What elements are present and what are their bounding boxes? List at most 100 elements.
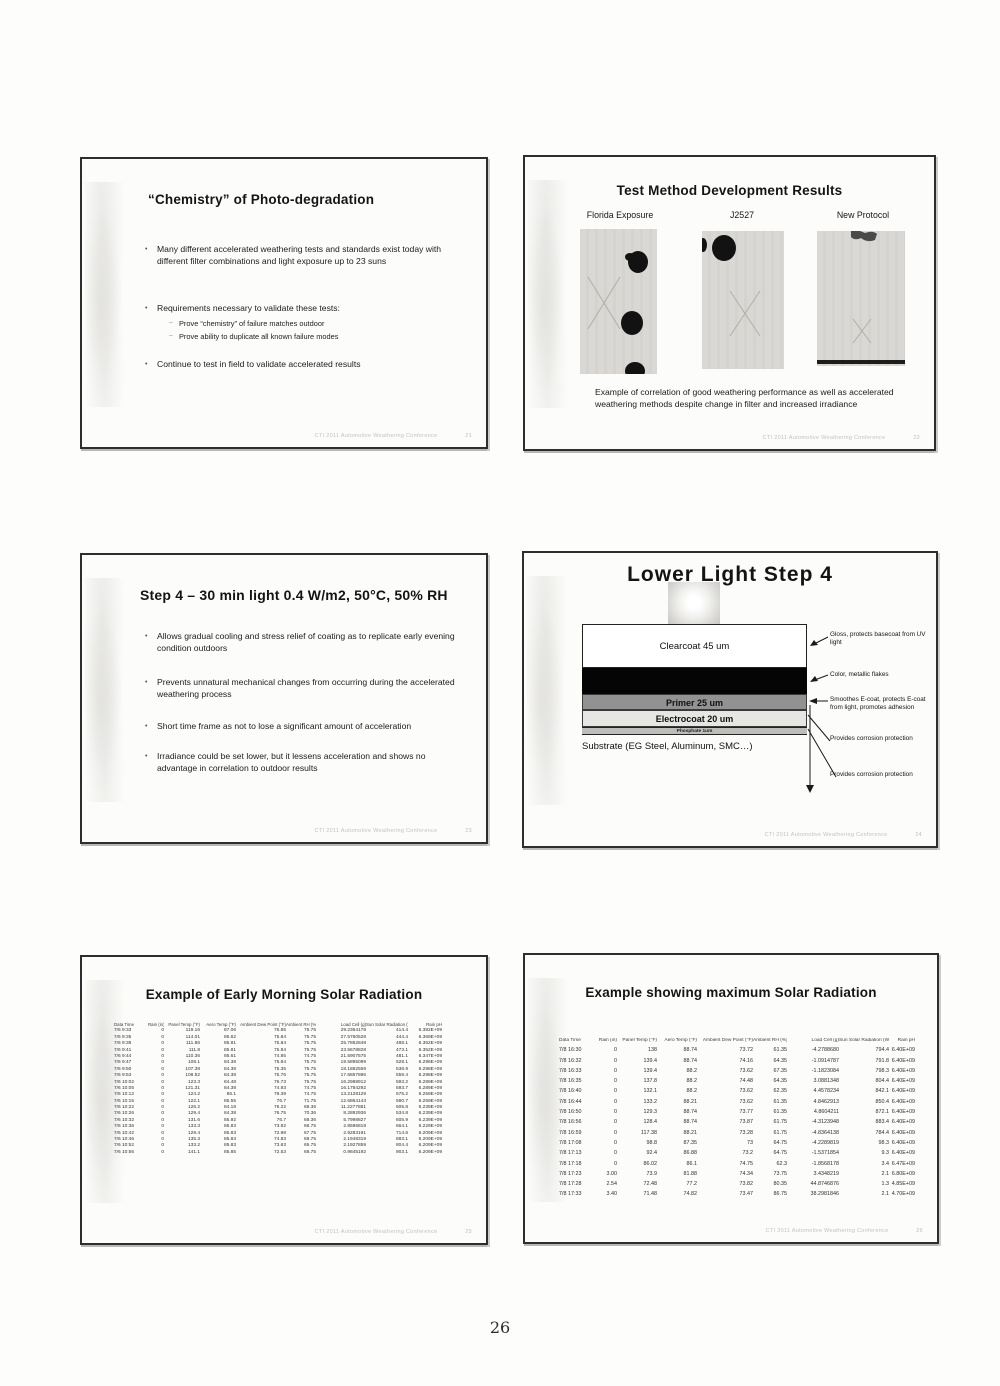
table-row: 7/8 16:32 0 139.4 88.74 74.16 64.35 -1.0914787… [559,1053,917,1064]
table-cell: 88.74 [683,1057,698,1064]
table-cell: 593.2 [395,1079,408,1085]
table-cell: 16.1784292 [340,1085,366,1091]
table-row: 7/8 17:28 2.54 72.48 77.2 73.82 80.35 44.87468… [559,1177,917,1187]
table-cell: 11.2277881 [341,1105,366,1111]
slide-maximum-solar: Example showing maximum Solar Radiation … [523,953,939,1244]
table-cell: 84.38 [223,1060,236,1066]
substrate-label: Substrate (EG Steel, Aluminum, SMC…) [582,741,753,752]
table-cell: 74.16 [739,1057,754,1064]
table-cell: 593.7 [395,1085,408,1091]
table-cell: -1.0914787 [811,1057,839,1064]
table-cell: 0 [614,1139,617,1146]
table-row: 7/6 9:53 0 108.52 84.38 75.76 75.75 17.6857896… [114,1072,460,1078]
table-cell: 86.75 [773,1191,788,1198]
bullet-item: Allows gradual cooling and stress relief… [142,631,456,654]
table-cell: 0 [161,1143,164,1149]
table-cell: 7/8 16:40 [559,1088,582,1095]
slide-footer: CTI 2011 Automotive Weathering Conferenc… [766,1228,923,1234]
table-cell: 7/6 10:05 [114,1085,135,1091]
annotation-gloss: Gloss, protects basecoat from UV light [830,631,926,646]
table-cell: 74.75 [739,1160,754,1167]
table-cell: 0 [614,1047,617,1054]
table-header-cell: Ambient RH (%) [286,1022,316,1027]
table-cell: 804.4 [395,1143,408,1149]
table-cell: 903.1 [395,1149,408,1155]
table-cell: 85.62 [223,1034,236,1040]
table-cell: 6.40E+09 [891,1057,915,1064]
sub-bullet-item: Prove ability to duplicate all known fai… [168,331,458,341]
table-cell: 7/8 16:33 [559,1067,582,1074]
table-row: 7/8 16:33 0 139.4 88.2 73.62 67.35 -1.1823084 7… [559,1064,917,1074]
table-cell: 85.55 [223,1098,236,1104]
table-cell: 0 [161,1111,164,1117]
table-cell: 86.02 [643,1160,658,1167]
table-cell: 107.38 [185,1066,200,1072]
table-cell: 131.6 [187,1117,200,1123]
table-cell: 559.4 [395,1073,408,1079]
table-cell: 75.75 [303,1047,316,1053]
table-cell: 6.239E+09 [418,1105,442,1111]
table-cell: 75.75 [303,1034,316,1040]
table-cell: 132.1 [643,1088,658,1095]
table-cell: 72.98 [273,1130,286,1136]
table-cell: 66.75 [303,1124,316,1130]
table-cell: 2.1 [881,1170,890,1177]
table-cell: 75.75 [303,1041,316,1047]
table-header-cell: Panel Temp (°F) [622,1038,657,1043]
bullet-item: Short time frame as not to lose a signif… [142,721,462,733]
table-cell: 2.8596818 [343,1124,366,1130]
table-cell: 7/8 17:28 [559,1181,582,1188]
table-cell: 74.48 [739,1078,754,1085]
table-cell: 0 [161,1073,164,1079]
slide-footer-number: 21 [465,433,472,439]
table-cell: 5.7998827 [343,1117,366,1123]
table-row: 7/6 10:42 0 129.4 85.83 72.98 67.75 2.9283191 7… [114,1129,460,1136]
table-header-row: Data Time Rain (in) Panel Temp (°F) Aero Te… [114,1019,460,1027]
table-cell: 7/8 16:32 [559,1057,582,1064]
electrocoat-layer: Electrocoat 20 um [582,710,807,727]
table-row: 7/8 16:30 0 138 88.74 73.72 61.35 -4.2788680 79… [559,1043,917,1053]
panel-label-florida: Florida Exposure [586,210,654,220]
table-cell: 137.8 [643,1078,658,1085]
table-cell: 0 [614,1078,617,1085]
table-cell: 6.209E+09 [418,1137,442,1143]
table-cell: 67.75 [303,1130,316,1136]
table-row: 7/6 9:44 0 110.36 85.61 74.85 74.75 21.5907575… [114,1053,460,1059]
table-cell: 76.22 [273,1105,286,1111]
table-cell: 73.87 [739,1119,754,1126]
table-cell: 92.4 [646,1150,658,1157]
table-row: 7/6 9:35 0 114.01 85.62 75.84 75.75 27.5760528… [114,1033,460,1040]
slide-early-morning: Example of Early Morning Solar Radiation… [80,955,488,1245]
table-cell: 133.3 [187,1124,200,1130]
table-cell: 75.84 [273,1060,286,1066]
table-cell: 7/6 9:47 [114,1060,132,1066]
table-cell: 1.3 [881,1181,890,1188]
table-cell: 17.6857896 [340,1073,366,1079]
table-cell: 0 [161,1124,164,1130]
table-cell: 2.54 [606,1181,618,1188]
solar-data-table: Data Time Rain (in) Panel Temp (°F) Aero Te… [559,1031,917,1197]
table-cell: 7/8 17:18 [559,1160,582,1167]
table-cell: 6.362E+09 [418,1041,442,1047]
table-cell: 6.40E+09 [891,1150,915,1157]
table-cell: 114.01 [185,1034,200,1040]
table-cell: 7/8 17:23 [559,1170,582,1177]
table-cell: 0 [161,1079,164,1085]
clearcoat-label: Clearcoat 45 um [659,641,730,652]
table-cell: 61.75 [773,1119,788,1126]
slide-title: “Chemistry” of Photo-degradation [148,192,375,207]
table-cell: 124.2 [187,1092,200,1098]
table-cell: 133.2 [643,1098,658,1105]
table-header-cell: Data Time [114,1022,135,1027]
table-cell: 129.4 [187,1130,200,1136]
table-row: 7/8 17:18 0 86.02 86.1 74.75 62.3 -1.8568178 3.… [559,1156,917,1167]
table-cell: 414.4 [395,1028,408,1034]
sub-bullet-item: Prove “chemistry” of failure matches out… [168,318,458,328]
table-row: 7/6 9:33 0 119.16 87.06 75.85 75.75 29.2364178… [114,1027,460,1033]
table-cell: 3.00 [606,1170,618,1177]
table-cell: 7/6 9:44 [114,1053,132,1059]
table-header-cell: Rain (in) [598,1038,617,1043]
table-row: 7/6 10:05 0 121.31 84.38 74.93 74.75 16.178429… [114,1085,460,1091]
slide-footer-number: 26 [916,1228,923,1234]
